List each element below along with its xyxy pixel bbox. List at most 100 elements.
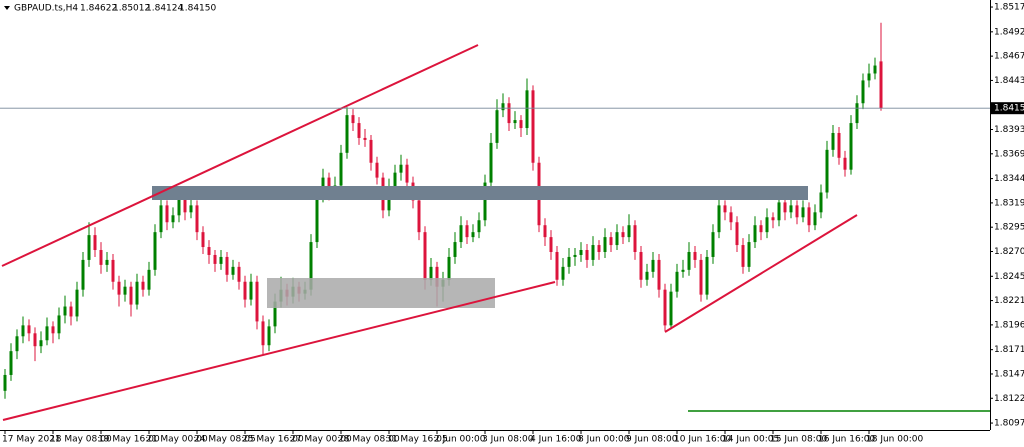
- candle-body: [141, 281, 145, 290]
- x-tick-label: 25 May 16:00: [242, 435, 304, 445]
- x-tick-label: 19 May 16:00: [98, 435, 160, 445]
- x-tick-label: 16 Jun 16:00: [818, 435, 875, 445]
- candle-body: [315, 195, 319, 243]
- y-tick-label: 1.83195: [994, 198, 1024, 208]
- x-tick-label: 3 Jun 08:00: [482, 435, 534, 445]
- candle-body: [837, 132, 841, 158]
- candle-body: [351, 115, 355, 124]
- candle-body: [273, 301, 277, 327]
- candles: [3, 22, 883, 399]
- x-tick-label: 15 Jun 08:00: [770, 435, 827, 445]
- y-tick-label: 1.82705: [994, 247, 1024, 257]
- candle-body: [459, 225, 463, 243]
- x-tick-label: 24 May 08:05: [194, 435, 256, 445]
- x-tick-label: 21 May 00:00: [146, 435, 208, 445]
- candle-body: [105, 259, 109, 265]
- y-tick-label: 1.81715: [994, 345, 1024, 355]
- candle-body: [165, 205, 169, 223]
- candle-body: [27, 325, 31, 334]
- candle-body: [123, 286, 127, 295]
- candle-body: [633, 225, 637, 252]
- trend-line: [2, 281, 556, 421]
- candle-body: [135, 281, 139, 305]
- trend-line: [1, 44, 479, 267]
- candle-body: [9, 351, 13, 375]
- candle-body: [93, 235, 97, 251]
- candle-body: [525, 90, 529, 129]
- candle-body: [39, 340, 43, 347]
- candle-body: [81, 259, 85, 290]
- candle-body: [657, 259, 661, 290]
- candle-body: [579, 250, 583, 255]
- candle-body: [75, 289, 79, 317]
- candle-body: [363, 137, 367, 140]
- candle-body: [357, 123, 361, 138]
- candle-body: [663, 289, 667, 326]
- x-tick-label: 8 Jun 00:00: [578, 435, 630, 445]
- candle-body: [729, 212, 733, 223]
- candle-body: [513, 120, 517, 124]
- candle-body: [555, 251, 559, 280]
- menu-icon: [4, 6, 10, 10]
- candle-body: [549, 237, 553, 252]
- candle-body: [201, 232, 205, 248]
- y-tick-label: 1.83690: [994, 149, 1024, 159]
- candle-body: [789, 205, 793, 213]
- candle-body: [111, 259, 115, 282]
- candle-body: [57, 315, 61, 334]
- candle-body: [189, 205, 193, 213]
- candle-body: [627, 225, 631, 238]
- candle-body: [375, 162, 379, 178]
- candle-body: [393, 172, 397, 188]
- candle-body: [495, 110, 499, 143]
- low-price: 1.84124: [146, 4, 183, 14]
- candle-body: [681, 269, 685, 272]
- open-price: 1.84622: [80, 4, 117, 14]
- candle-body: [573, 254, 577, 257]
- candle-body: [249, 281, 253, 300]
- high-price: 1.85012: [113, 4, 150, 14]
- candle-body: [153, 232, 157, 270]
- candle-body: [225, 256, 229, 275]
- candle-body: [711, 232, 715, 257]
- y-tick-label: 1.84430: [994, 76, 1024, 86]
- y-tick-label: 1.85170: [994, 3, 1024, 13]
- candle-body: [45, 326, 49, 341]
- candle-body: [255, 281, 259, 322]
- support-zone: [267, 278, 495, 308]
- candle-body: [435, 266, 439, 287]
- candle-body: [741, 245, 745, 267]
- close-price: 1.84150: [179, 4, 216, 14]
- candle-body: [723, 205, 727, 213]
- candle-body: [795, 205, 799, 218]
- candle-body: [597, 245, 601, 252]
- candle-body: [369, 139, 373, 163]
- y-tick-label: 1.82950: [994, 223, 1024, 233]
- candle-body: [621, 232, 625, 238]
- candle-body: [21, 325, 25, 337]
- candle-body: [219, 256, 223, 264]
- candle-body: [747, 242, 751, 267]
- candle-body: [705, 256, 709, 295]
- x-tick-label: 14 Jun 00:05: [722, 435, 779, 445]
- candle-body: [399, 164, 403, 173]
- resistance-zone: [152, 186, 808, 200]
- candle-body: [471, 232, 475, 238]
- drawings: [1, 44, 990, 421]
- candle-body: [717, 205, 721, 233]
- candle-body: [213, 254, 217, 264]
- candle-body: [813, 212, 817, 226]
- candle-body: [783, 202, 787, 213]
- candle-body: [819, 192, 823, 213]
- candle-body: [339, 152, 343, 186]
- current-price-box: [991, 102, 1024, 115]
- candle-body: [861, 80, 865, 104]
- candle-body: [345, 115, 349, 153]
- candle-body: [117, 281, 121, 295]
- y-tick-label: 1.84675: [994, 52, 1024, 62]
- candle-body: [543, 225, 547, 238]
- candle-body: [423, 232, 427, 280]
- candle-body: [87, 235, 91, 260]
- candle-body: [807, 207, 811, 226]
